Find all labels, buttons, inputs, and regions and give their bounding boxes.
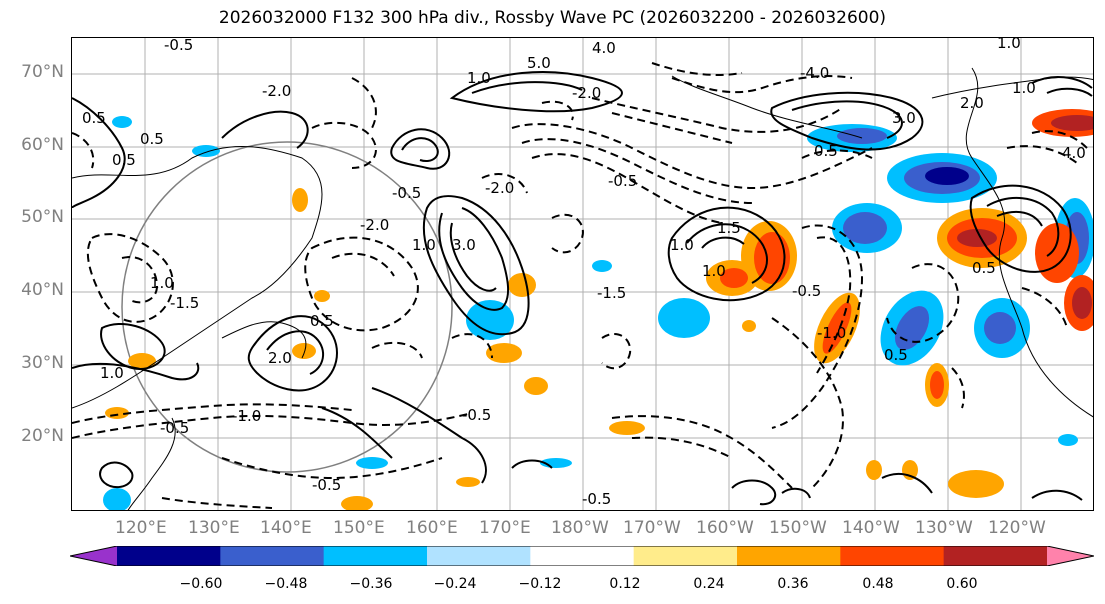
lon-label: 130°W	[915, 518, 973, 538]
colorbar-swatch	[633, 546, 738, 566]
lon-label: 140°W	[842, 518, 900, 538]
contour-label: 1.0	[997, 38, 1021, 52]
colorbar-tick: 0.60	[946, 576, 978, 592]
contour-label: -0.5	[582, 490, 611, 508]
colorbar-swatch	[427, 546, 531, 566]
colorbar-swatch	[737, 546, 841, 566]
colorbar-tick: 0.12	[609, 576, 641, 592]
colorbar-tick: −0.12	[518, 576, 562, 592]
lon-label: 160°W	[696, 518, 754, 538]
lon-label: 180°W	[551, 518, 609, 538]
colorbar-swatch	[530, 546, 635, 566]
contour-label: -2.0	[262, 82, 291, 100]
lat-label-40n: 40°N	[21, 280, 64, 300]
contour-label: 0.5	[972, 259, 996, 277]
colorbar-swatch	[323, 546, 428, 566]
contour-label: -0.5	[608, 172, 637, 190]
contour-label: 1.0	[100, 364, 124, 382]
colorbar-swatch	[943, 546, 1048, 566]
colorbar-swatch	[840, 546, 945, 566]
reference-circle	[121, 141, 453, 473]
contour-label: -1.0	[232, 407, 261, 425]
contour-label: -1.0	[817, 324, 846, 342]
colorbar-tick: −0.60	[179, 576, 223, 592]
lon-label: 120°E	[115, 518, 167, 538]
colorbar	[70, 546, 1094, 566]
lat-label-60n: 60°N	[21, 135, 64, 155]
contour-label: -2.0	[485, 179, 514, 197]
lat-label-70n: 70°N	[21, 62, 64, 82]
map-panel: -0.5 0.5 0.5 0.5 -2.0 1.0 -1.5 1.0 -1.0 …	[71, 37, 1094, 511]
contour-label: 1.0	[412, 236, 436, 254]
contour-label: 5.0	[527, 54, 551, 72]
colorbar-tick: 0.36	[777, 576, 809, 592]
colorbar-tick: −0.48	[264, 576, 308, 592]
contour-label: 1.5	[717, 219, 741, 237]
contour-label: 0.5	[82, 109, 106, 127]
map-canvas: -0.5 0.5 0.5 0.5 -2.0 1.0 -1.5 1.0 -1.0 …	[72, 38, 1093, 510]
contour-label: 1.0	[150, 274, 174, 292]
lon-label: 120°W	[988, 518, 1046, 538]
colorbar-swatch	[220, 546, 325, 566]
contour-label: -2.0	[360, 216, 389, 234]
lat-label-20n: 20°N	[21, 426, 64, 446]
contour-label: 2.0	[960, 94, 984, 112]
contour-label: -0.5	[312, 476, 341, 494]
contour-label: -0.5	[160, 419, 189, 437]
lat-label-50n: 50°N	[21, 207, 64, 227]
lon-label: 150°E	[333, 518, 385, 538]
contour-label: -2.0	[572, 84, 601, 102]
lon-label: 130°E	[188, 518, 240, 538]
contour-label: 1.0	[702, 262, 726, 280]
positive-contours	[72, 71, 1093, 506]
lon-label: 160°E	[406, 518, 458, 538]
colorbar-swatches	[70, 546, 1094, 566]
map-title: 2026032000 F132 300 hPa div., Rossby Wav…	[218, 8, 887, 28]
contour-label: 3.0	[892, 109, 916, 127]
contour-label: -0.5	[392, 184, 421, 202]
colorbar-swatch	[117, 546, 221, 566]
lon-label: 140°E	[260, 518, 312, 538]
colorbar-tick: −0.24	[433, 576, 477, 592]
divergence-shading	[103, 109, 1093, 510]
contour-label: 1.0	[1012, 79, 1036, 97]
contour-label: 0.5	[310, 312, 334, 330]
contour-label: 0.5	[112, 151, 136, 169]
contour-label: -0.5	[792, 282, 821, 300]
lon-label: 170°E	[479, 518, 531, 538]
contour-label: -1.5	[597, 284, 626, 302]
colorbar-extension-low	[70, 546, 117, 566]
contour-label: 4.0	[1062, 144, 1086, 162]
colorbar-extension-high	[1047, 546, 1094, 566]
contour-label: 3.0	[452, 236, 476, 254]
contour-labels: -0.5 0.5 0.5 0.5 -2.0 1.0 -1.5 1.0 -1.0 …	[82, 38, 1086, 508]
lon-label: 170°W	[623, 518, 681, 538]
contour-label: 2.0	[268, 349, 292, 367]
contour-label: -0.5	[164, 38, 193, 54]
contour-label: -0.5	[462, 406, 491, 424]
negative-contours	[72, 62, 1088, 509]
graticule	[72, 38, 1093, 510]
lon-label: 150°W	[769, 518, 827, 538]
contour-label: 0.5	[140, 130, 164, 148]
contour-label: 0.5	[884, 346, 908, 364]
contour-label: 4.0	[592, 39, 616, 57]
colorbar-tick: 0.24	[693, 576, 725, 592]
colorbar-tick: 0.48	[862, 576, 894, 592]
contour-label: 1.0	[467, 69, 491, 87]
lat-label-30n: 30°N	[21, 353, 64, 373]
contour-label: -4.0	[800, 64, 829, 82]
contour-label: 0.5	[814, 142, 838, 160]
colorbar-tick: −0.36	[349, 576, 393, 592]
contour-label: -1.5	[170, 294, 199, 312]
contour-label: 1.0	[670, 236, 694, 254]
